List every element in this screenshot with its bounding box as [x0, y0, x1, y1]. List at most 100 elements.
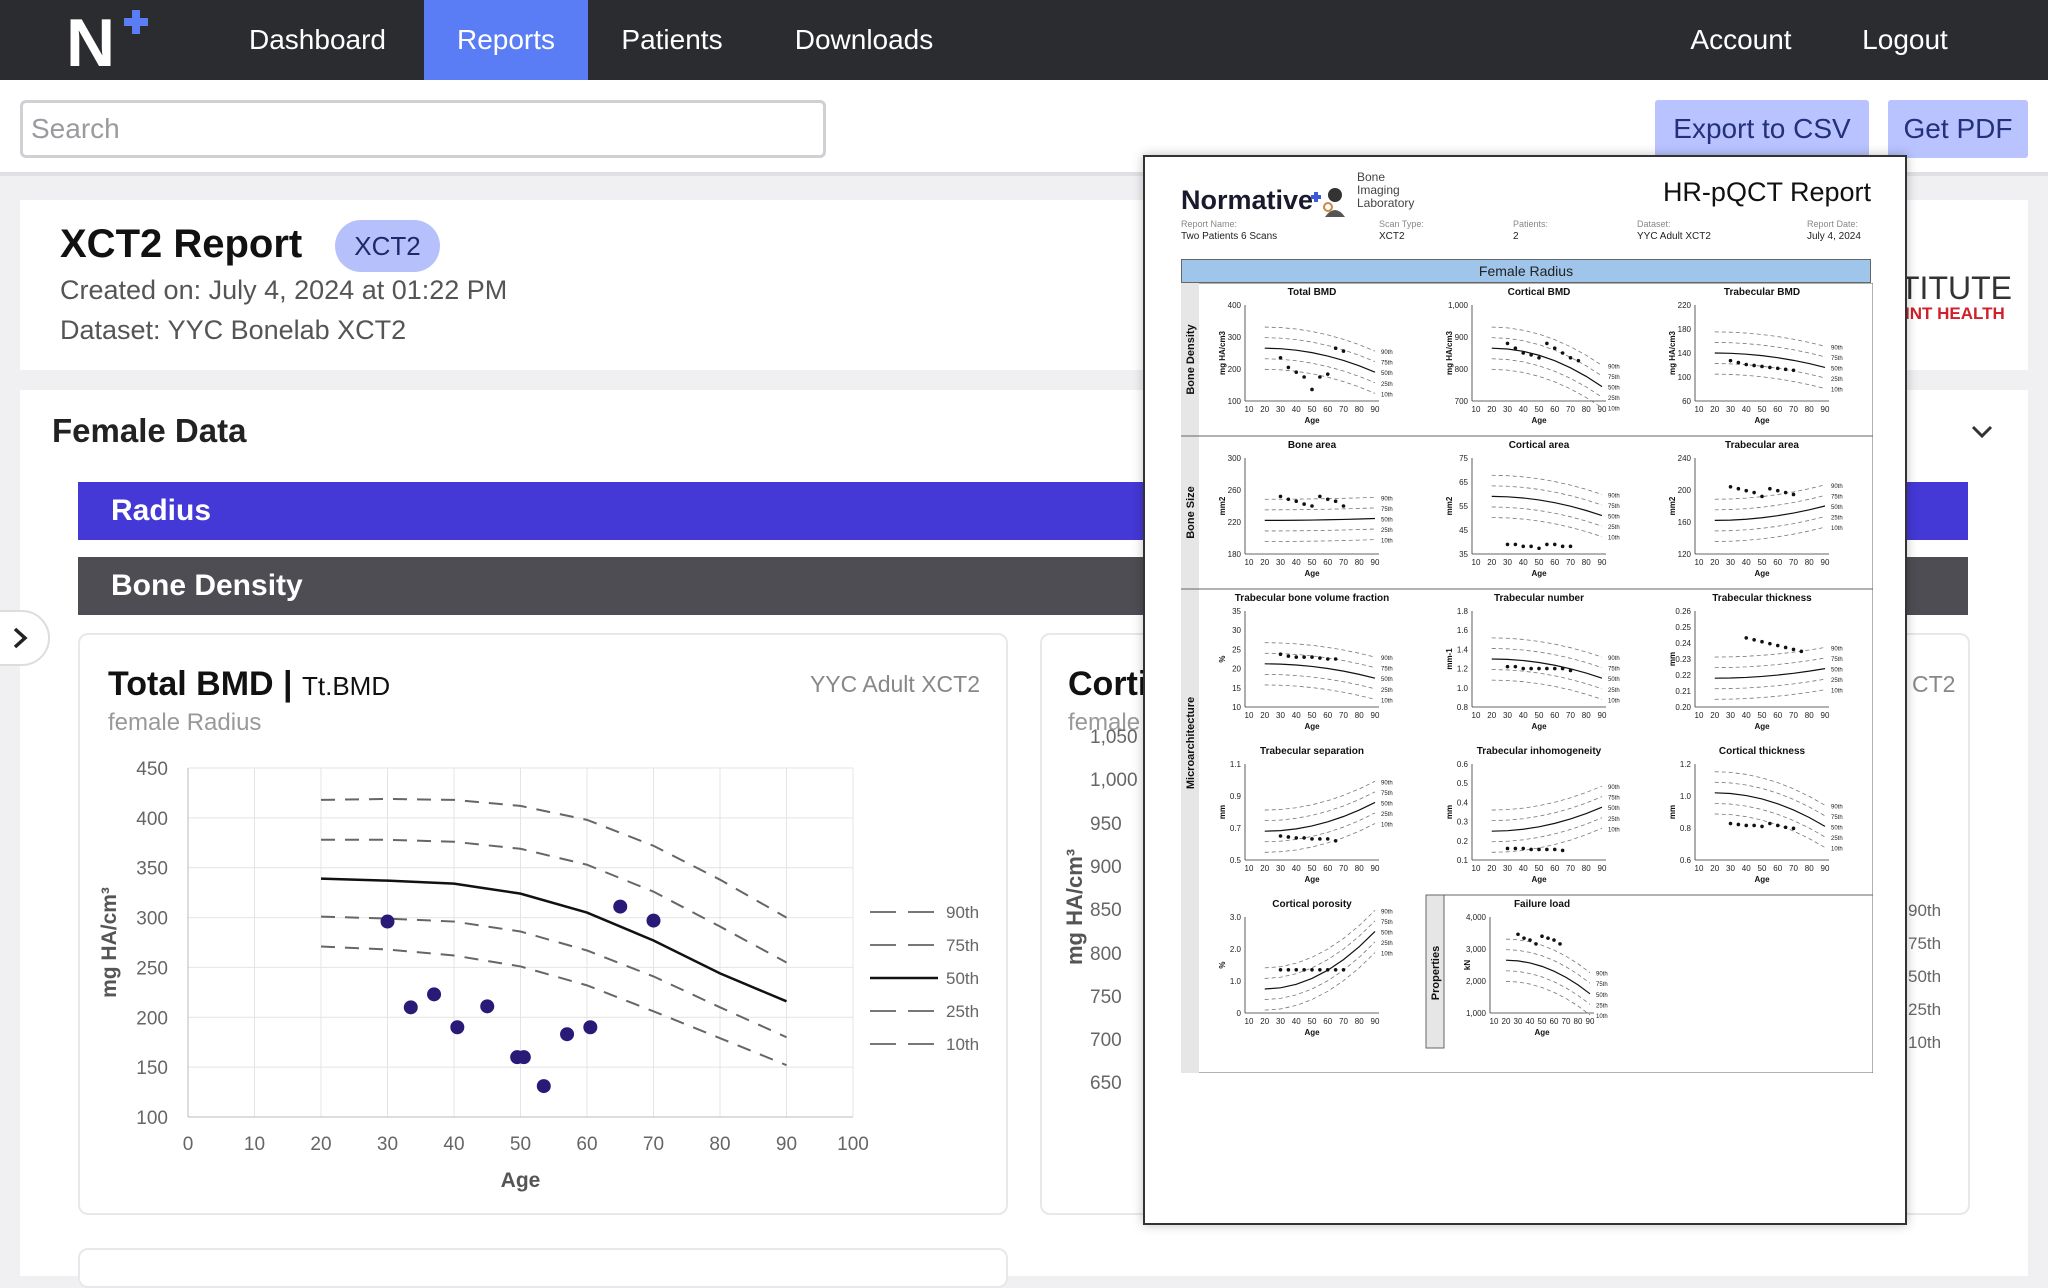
pdf-x-label: Age [1531, 569, 1547, 578]
nav-dashboard[interactable]: Dashboard [249, 24, 386, 55]
pdf-data-point [1505, 542, 1510, 547]
pdf-data-point [1744, 636, 1749, 640]
nav-logout[interactable]: Logout [1862, 24, 1948, 55]
pdf-percentile-curve [1264, 326, 1376, 352]
pdf-percentile-curve [1714, 505, 1826, 521]
pdf-x-tick: 90 [1598, 558, 1607, 567]
sidebar-toggle[interactable] [0, 610, 50, 666]
data-point[interactable] [646, 913, 661, 928]
data-point[interactable] [536, 1079, 551, 1094]
pdf-data-point [1521, 666, 1526, 671]
pdf-y-tick: 0.24 [1675, 639, 1691, 648]
data-point[interactable] [450, 1020, 465, 1035]
pdf-x-tick: 60 [1323, 711, 1332, 720]
data-point[interactable] [403, 1000, 418, 1015]
pdf-percentile-curve [1714, 689, 1826, 700]
pdf-data-point [1310, 837, 1314, 841]
data-point[interactable] [480, 999, 495, 1014]
pdf-x-tick: 30 [1276, 558, 1285, 567]
nav-account[interactable]: Account [1690, 24, 1792, 55]
pdf-pct-label: 10th [1381, 952, 1393, 958]
pdf-x-tick: 20 [1710, 711, 1719, 720]
data-point[interactable] [583, 1020, 598, 1035]
pdf-percentile-curve [1264, 642, 1376, 658]
pdf-data-point [1791, 826, 1796, 831]
data-point[interactable] [613, 899, 628, 914]
pdf-pct-label: 25th [1381, 812, 1393, 818]
pdf-data-point [1310, 387, 1314, 392]
total-bmd-chart[interactable]: 0 10 20 30 40 50 60 70 80 90 100 100 150 200 250 300 350… [80, 635, 1006, 1213]
pdf-x-tick: 20 [1260, 711, 1269, 720]
chart-subtitle: female Radius [108, 709, 262, 736]
nav-patients[interactable]: Patients [621, 24, 723, 55]
pdf-percentile-curve [1505, 938, 1591, 974]
pdf-data-point [1568, 668, 1573, 673]
pdf-y-tick: 1.6 [1457, 626, 1469, 635]
pdf-data-point [1768, 821, 1772, 826]
pdf-data-point [1560, 351, 1565, 355]
chart-title: Total BMD [108, 665, 274, 703]
nav-reports[interactable]: Reports [424, 0, 588, 80]
pdf-percentile-curve [1264, 496, 1376, 500]
pdf-data-point [1545, 666, 1549, 671]
pdf-data-point [1529, 847, 1533, 852]
pdf-data-point [1791, 647, 1796, 652]
pdf-field-value: July 4, 2024 [1807, 231, 1861, 242]
data-point[interactable] [560, 1027, 575, 1042]
pdf-pct-label: 75th [1831, 494, 1843, 500]
pdf-unit-label: mm2 [1218, 496, 1227, 515]
report-dataset: Dataset: YYC Bonelab XCT2 [60, 315, 407, 345]
pdf-panel: Trabecular inhomogeneity mm 0.6 0.5 0.4 0.3 0.… [1445, 746, 1620, 884]
pdf-panel: Trabecular BMD mg HA/cm3 220 180 140 100 60 10 2… [1668, 287, 1843, 425]
pdf-data-point [1728, 485, 1733, 489]
pdf-percentile-curve [1264, 368, 1376, 394]
title-separator: | [283, 665, 293, 703]
pdf-x-tick: 30 [1503, 558, 1512, 567]
pdf-percentile-curve [1714, 331, 1826, 347]
pdf-pct-label: 10th [1608, 827, 1620, 833]
pdf-percentile-curve [1264, 347, 1376, 373]
pdf-x-tick: 40 [1292, 1017, 1301, 1026]
nav-downloads[interactable]: Downloads [794, 24, 934, 55]
pdf-data-point [1568, 544, 1573, 549]
y-axis-label: mg HA/cm³ [98, 887, 121, 998]
data-point[interactable] [380, 914, 395, 929]
pdf-percentile-curve [1264, 684, 1376, 700]
pdf-field-value: XCT2 [1379, 231, 1405, 242]
pdf-percentile-curve [1491, 796, 1603, 822]
pdf-panel-title: Trabecular bone volume fraction [1235, 593, 1389, 604]
pdf-data-point [1560, 848, 1565, 853]
legend-label: 25th [1908, 1000, 1942, 1019]
pdf-x-label: Age [1304, 416, 1320, 425]
pdf-pct-label: 10th [1831, 847, 1843, 853]
pdf-pct-label: 90th [1831, 646, 1843, 652]
percentile-curve-10th [320, 945, 787, 1067]
export-csv-button[interactable]: Export to CSV [1655, 100, 1869, 158]
pdf-data-point [1752, 638, 1756, 642]
legend-label: 90th [1908, 901, 1942, 920]
pdf-percentile-curve [1491, 827, 1603, 853]
data-point[interactable] [516, 1050, 531, 1065]
pdf-data-point [1333, 346, 1338, 350]
pdf-pct-label: 75th [1596, 982, 1608, 988]
pdf-percentile-curve [1264, 909, 1376, 969]
search-input[interactable] [20, 100, 826, 158]
y-tick-label: 400 [136, 809, 168, 830]
pdf-preview[interactable]: Normative Bone Imaging Laboratory HR-pQC… [1143, 155, 1907, 1225]
pdf-x-tick: 20 [1260, 558, 1269, 567]
pdf-x-tick: 60 [1773, 864, 1782, 873]
pdf-x-tick: 30 [1514, 1017, 1523, 1026]
pdf-y-tick: 100 [1228, 397, 1242, 406]
pdf-unit-label: % [1218, 961, 1227, 968]
app-logo[interactable]: N [66, 5, 156, 81]
pdf-x-tick: 40 [1292, 405, 1301, 414]
pdf-field-label: Scan Type: [1379, 219, 1424, 229]
chevron-down-icon[interactable] [1970, 424, 1994, 440]
pdf-x-label: Age [1304, 722, 1320, 731]
data-point[interactable] [427, 987, 442, 1002]
pdf-percentile-curve [1505, 959, 1591, 995]
get-pdf-button[interactable]: Get PDF [1888, 100, 2028, 158]
pdf-pct-label: 50th [1381, 801, 1393, 807]
